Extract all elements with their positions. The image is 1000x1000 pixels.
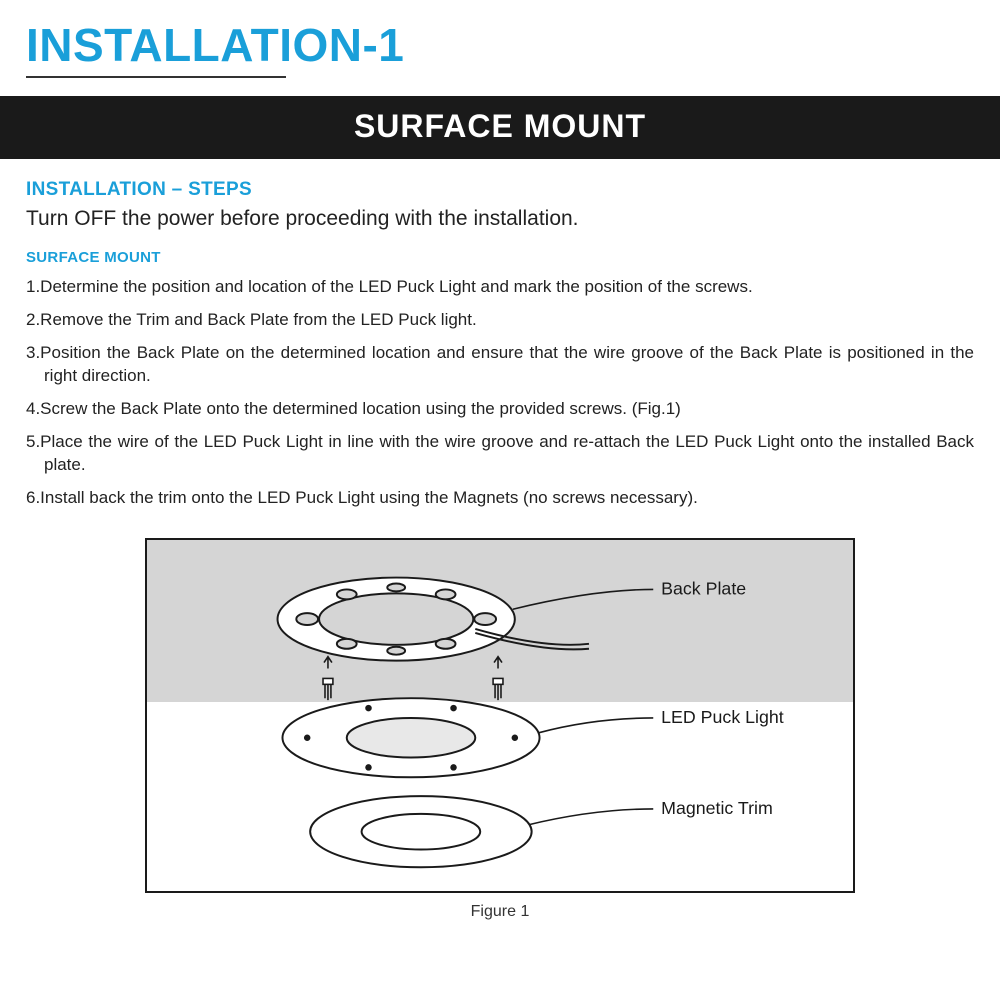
screw-icon [323,656,333,700]
label-lines [513,589,653,824]
label-back-plate: Back Plate [661,578,746,598]
content-area: INSTALLATION – STEPS Turn OFF the power … [0,159,1000,921]
magnetic-trim-icon [310,796,531,867]
steps-list: 1.Determine the position and location of… [26,276,974,510]
page-title: INSTALLATION-1 [0,0,1000,76]
step-item: 6.Install back the trim onto the LED Puc… [26,487,974,510]
label-magnetic-trim: Magnetic Trim [661,797,773,817]
step-item: 2.Remove the Trim and Back Plate from th… [26,309,974,332]
led-puck-icon [282,698,539,777]
warning-text: Turn OFF the power before proceeding wit… [26,207,974,231]
step-item: 4.Screw the Back Plate onto the determin… [26,398,974,421]
figure-box: Back Plate LED Puck Light Magnetic Trim [145,538,855,893]
step-item: 1.Determine the position and location of… [26,276,974,299]
section-banner: SURFACE MOUNT [0,96,1000,159]
step-item: 3.Position the Back Plate on the determi… [26,342,974,388]
figure-diagram: Back Plate LED Puck Light Magnetic Trim [147,540,853,891]
steps-heading: INSTALLATION – STEPS [26,179,974,201]
figure-caption: Figure 1 [471,903,530,921]
step-item: 5.Place the wire of the LED Puck Light i… [26,431,974,477]
screw-icon [493,656,503,700]
label-led-puck: LED Puck Light [661,706,784,726]
sub-heading: SURFACE MOUNT [26,249,974,266]
title-underline [26,76,286,78]
figure-wrap: Back Plate LED Puck Light Magnetic Trim … [26,538,974,921]
back-plate-icon [278,577,515,660]
